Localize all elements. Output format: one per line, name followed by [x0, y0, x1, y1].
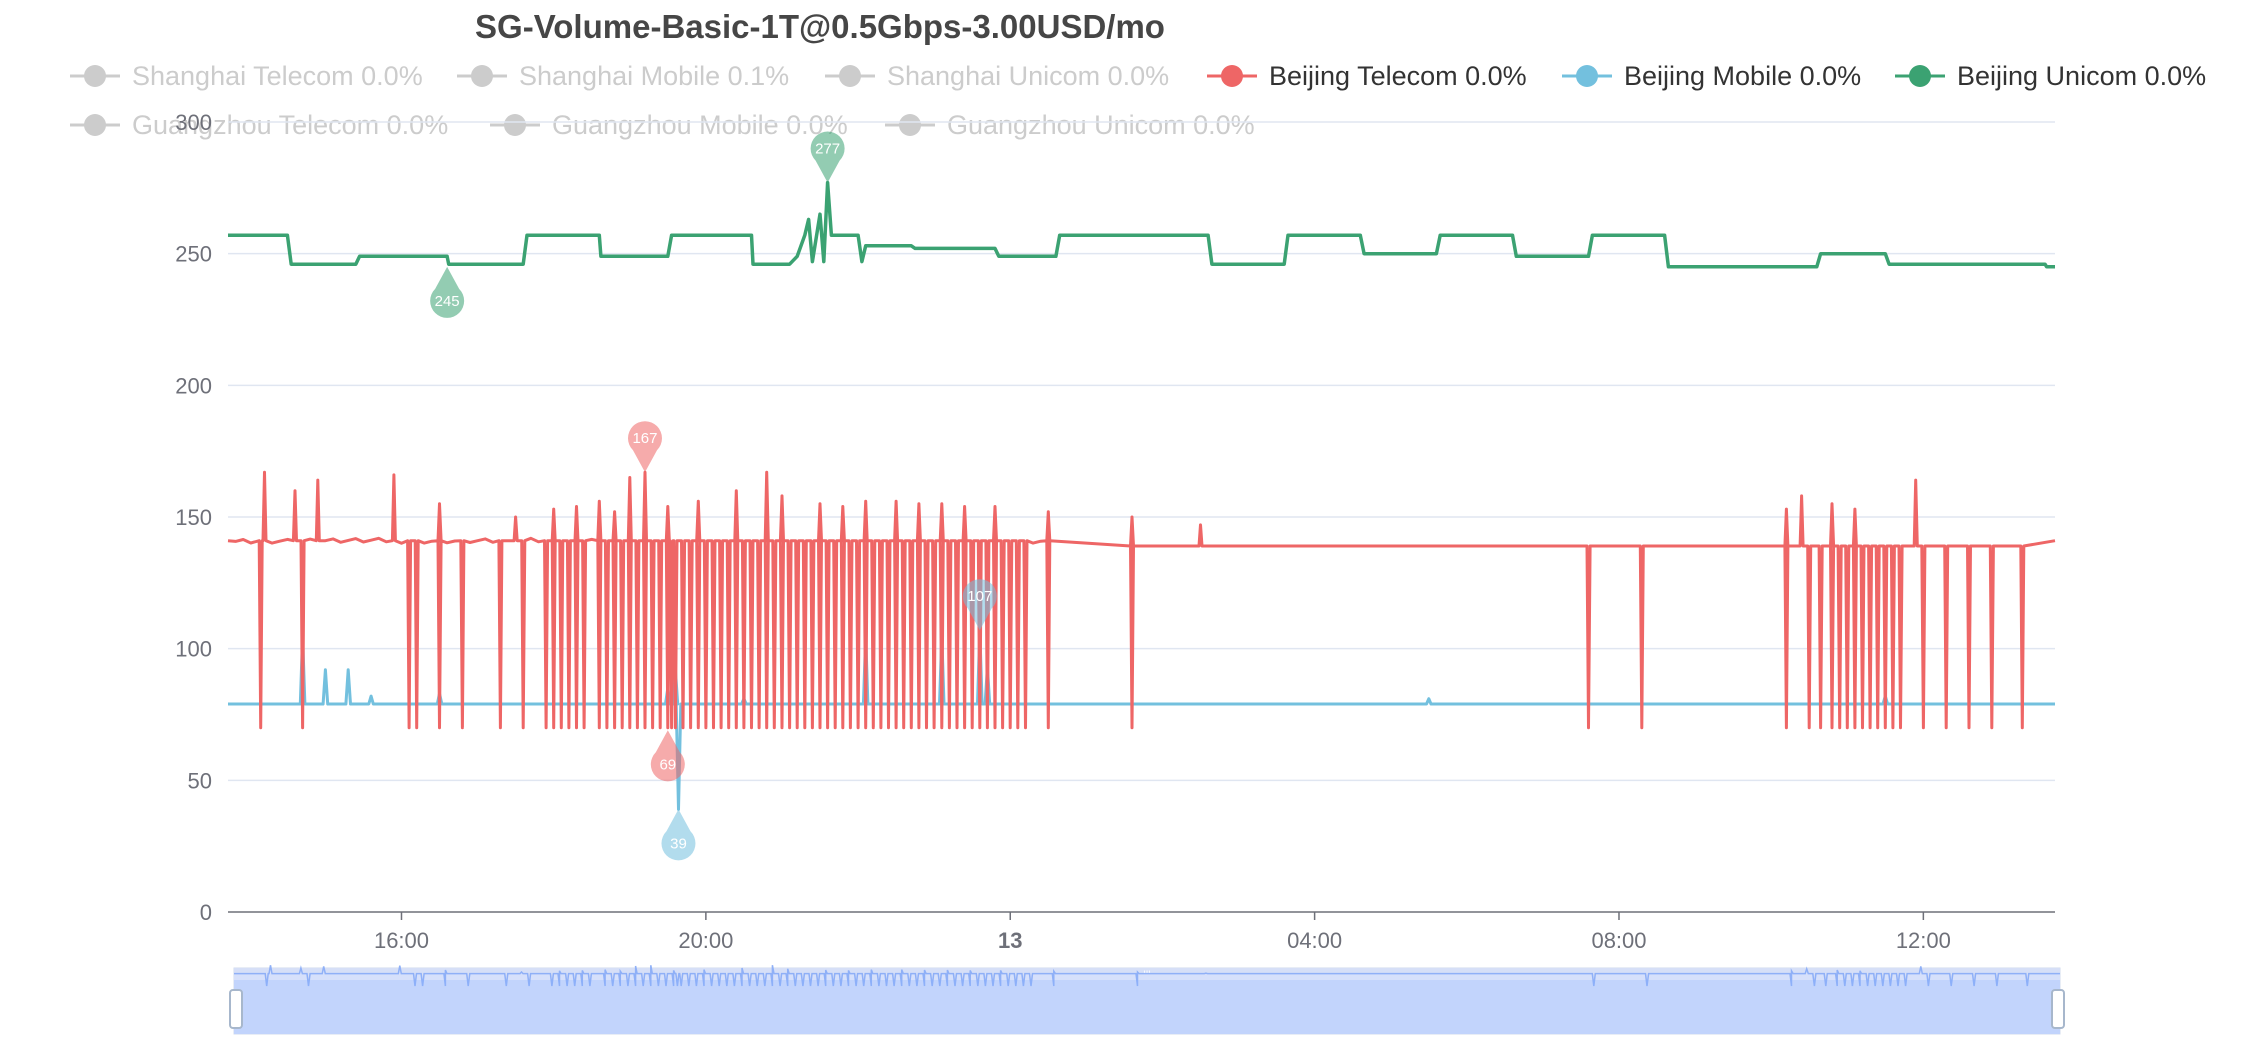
x-tick-label: 08:00 [1591, 928, 1646, 953]
marker-min: 69 [650, 730, 685, 782]
series-line-beijing-unicom [228, 180, 2055, 269]
x-tick-label: 12:00 [1896, 928, 1951, 953]
legend-item[interactable]: Beijing Mobile 0.0% [1562, 61, 1861, 91]
y-tick-label: 250 [175, 242, 212, 267]
y-tick-label: 150 [175, 505, 212, 530]
marker-label: 39 [670, 835, 687, 852]
legend-item[interactable]: Shanghai Telecom 0.0% [70, 61, 423, 91]
legend-label: Shanghai Mobile 0.1% [519, 61, 789, 91]
y-axis: 0 50 100 150 200 250 300 [175, 110, 212, 925]
y-tick-label: 200 [175, 373, 212, 398]
legend-dot [1909, 65, 1931, 87]
zoom-window[interactable] [234, 980, 2060, 1034]
legend-item[interactable]: Shanghai Mobile 0.1% [457, 61, 789, 91]
marker-max: 277 [810, 131, 845, 183]
marker-label: 107 [967, 588, 992, 605]
legend-label: Beijing Unicom 0.0% [1957, 61, 2206, 91]
marker-label: 245 [435, 293, 460, 310]
legend-label: Shanghai Telecom 0.0% [132, 61, 423, 91]
legend-dot [1576, 65, 1598, 87]
zoom-handle-left[interactable] [229, 989, 243, 1029]
legend-dot [1221, 65, 1243, 87]
x-tick-label: 13 [998, 928, 1022, 953]
legend-label: Guangzhou Mobile 0.0% [552, 110, 848, 140]
marker-pin [962, 579, 997, 631]
legend-dot [839, 65, 861, 87]
series-line-beijing-telecom [227, 470, 2056, 730]
y-tick-label: 50 [188, 768, 212, 793]
marker-pin [627, 421, 662, 473]
series-layer [227, 180, 2056, 811]
zoom-handle-right[interactable] [2051, 989, 2065, 1029]
marker-pin [650, 730, 685, 782]
x-tick-label: 20:00 [678, 928, 733, 953]
legend-item[interactable]: Beijing Telecom 0.0% [1207, 61, 1527, 91]
y-tick-label: 0 [200, 900, 212, 925]
y-tick-label: 100 [175, 637, 212, 662]
legend-label: Shanghai Unicom 0.0% [887, 61, 1169, 91]
marker-pin [430, 266, 465, 318]
marker-min: 245 [430, 266, 465, 318]
chart-title: SG-Volume-Basic-1T@0.5Gbps-3.00USD/mo [475, 8, 1165, 45]
legend-item[interactable]: Beijing Unicom 0.0% [1895, 61, 2206, 91]
grid [228, 121, 2055, 913]
marker-pin [661, 809, 696, 861]
legend-dot [84, 65, 106, 87]
zoom-preview-line [234, 965, 2060, 987]
legend-dot [471, 65, 493, 87]
legend-dot [84, 114, 106, 136]
legend-item[interactable]: Shanghai Unicom 0.0% [825, 61, 1169, 91]
marker-label: 277 [815, 141, 840, 158]
legend-label: Beijing Telecom 0.0% [1269, 61, 1527, 91]
legend-dot [504, 114, 526, 136]
marker-pin [810, 131, 845, 183]
legend-item[interactable]: Guangzhou Telecom 0.0% [70, 110, 448, 140]
markers: 277 245 167 69 107 39 [430, 131, 997, 861]
data-zoom-slider[interactable]: ||| [229, 965, 2065, 1035]
marker-label: 167 [632, 430, 657, 447]
legend-dot [899, 114, 921, 136]
x-tick-label: 16:00 [374, 928, 429, 953]
x-axis: 16:00 20:00 13 04:00 08:00 12:00 [374, 912, 1951, 953]
x-tick-label: 04:00 [1287, 928, 1342, 953]
marker-max: 107 [962, 579, 997, 631]
legend-item[interactable]: Guangzhou Mobile 0.0% [490, 110, 848, 140]
marker-label: 69 [659, 756, 676, 773]
legend-item[interactable]: Guangzhou Unicom 0.0% [885, 110, 1255, 140]
y-tick-label: 300 [175, 110, 212, 135]
legend: Shanghai Telecom 0.0% Shanghai Mobile 0.1… [70, 61, 2206, 140]
legend-label: Beijing Mobile 0.0% [1624, 61, 1861, 91]
zoom-preview-area [234, 965, 2060, 1034]
legend-label: Guangzhou Unicom 0.0% [947, 110, 1255, 140]
marker-max: 167 [627, 421, 662, 473]
legend-label: Guangzhou Telecom 0.0% [132, 110, 448, 140]
marker-min: 39 [661, 809, 696, 861]
